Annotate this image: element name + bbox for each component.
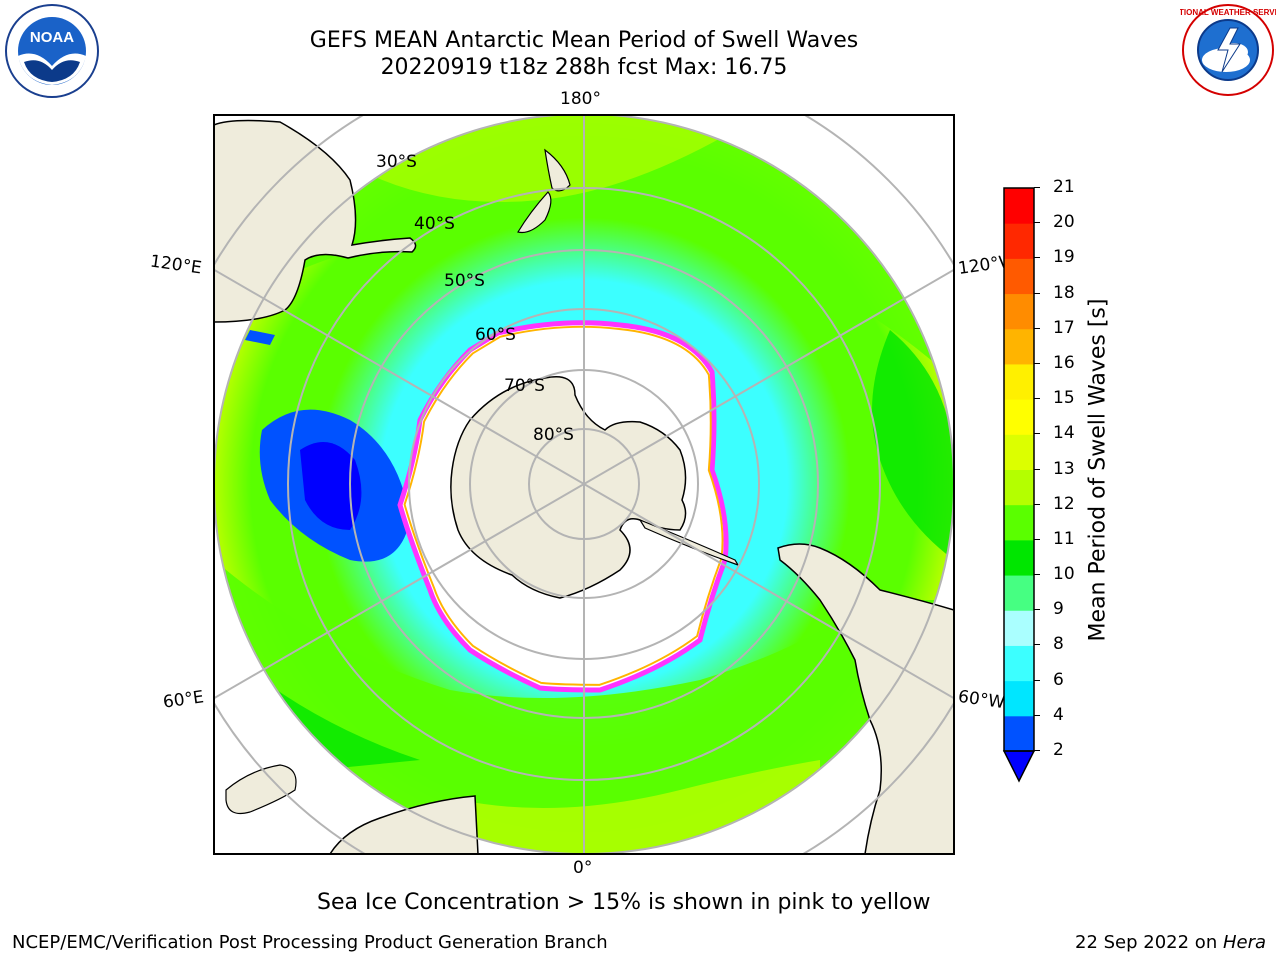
map-subtitle: 20220919 t18z 288h fcst Max: 16.75 <box>380 55 788 80</box>
colorbar-tick-label: 20 <box>1053 212 1075 233</box>
colorbar-tick-label: 8 <box>1053 634 1064 655</box>
footer-date-text: 22 Sep 2022 on <box>1075 932 1223 953</box>
colorbar-tick-mark <box>1034 503 1040 505</box>
colorbar-tick-label: 12 <box>1053 493 1075 514</box>
lat-label-60s: 60°S <box>475 325 516 345</box>
map-title: GEFS MEAN Antarctic Mean Period of Swell… <box>309 28 859 53</box>
sea-ice-note: Sea Ice Concentration > 15% is shown in … <box>317 890 931 915</box>
colorbar-tick-mark <box>1034 574 1040 576</box>
colorbar-tick-mark <box>1034 538 1040 540</box>
colorbar-tick-mark <box>1034 187 1040 188</box>
colorbar-segment <box>1004 575 1034 611</box>
colorbar-tick-label: 2 <box>1053 740 1064 760</box>
nws-logo: NATIONAL WEATHER SERVICE <box>1180 4 1276 96</box>
colorbar-tick-mark <box>1034 222 1040 224</box>
colorbar-tick-mark <box>1034 433 1040 435</box>
colorbar-tick-mark <box>1034 468 1040 470</box>
colorbar-tick-mark <box>1034 257 1040 259</box>
colorbar-tick-label: 13 <box>1053 458 1075 479</box>
colorbar-segment <box>1004 399 1034 435</box>
footer-credit: NCEP/EMC/Verification Post Processing Pr… <box>12 932 608 953</box>
lat-label-70s: 70°S <box>504 376 545 396</box>
colorbar-tick-label: 18 <box>1053 282 1075 303</box>
lat-label-30s: 30°S <box>376 152 417 172</box>
new-zealand-south <box>517 191 552 234</box>
colorbar <box>1002 187 1036 783</box>
colorbar-segment <box>1004 645 1034 682</box>
colorbar-tick-label: 6 <box>1053 669 1064 690</box>
colorbar-tick-mark <box>1034 609 1040 611</box>
colorbar-segment <box>1004 328 1034 365</box>
colorbar-label: Mean Period of Swell Waves [s] <box>1085 298 1111 642</box>
colorbar-tick-label: 16 <box>1053 352 1075 373</box>
colorbar-segment <box>1004 715 1034 752</box>
footer-machine: Hera <box>1222 932 1266 953</box>
colorbar-tick-label: 21 <box>1053 177 1075 197</box>
lat-label-80s: 80°S <box>533 425 574 445</box>
noaa-logo-text: NOAA <box>30 29 74 46</box>
colorbar-tick-mark <box>1034 362 1040 364</box>
colorbar-segment <box>1004 469 1034 506</box>
colorbar-segment <box>1004 504 1034 541</box>
africa <box>329 795 479 854</box>
colorbar-tick-label: 15 <box>1053 388 1075 409</box>
colorbar-segment <box>1004 363 1034 400</box>
lon-label-0: 0° <box>573 858 593 878</box>
lat-label-50s: 50°S <box>444 271 485 291</box>
colorbar-tick-label: 17 <box>1053 317 1075 338</box>
colorbar-tick-mark <box>1034 714 1040 716</box>
south-america <box>777 543 954 854</box>
colorbar-segment <box>1004 539 1034 576</box>
madagascar <box>225 764 297 815</box>
colorbar-tick-mark <box>1034 292 1040 294</box>
colorbar-tick-mark <box>1034 398 1040 400</box>
colorbar-segment <box>1004 680 1034 717</box>
map-frame <box>213 114 955 855</box>
colorbar-segment <box>1004 293 1034 330</box>
australia <box>214 119 417 323</box>
colorbar-tick-label: 4 <box>1053 704 1064 725</box>
footer-date: 22 Sep 2022 on Hera <box>1075 932 1266 953</box>
colorbar-tick-label: 9 <box>1053 599 1064 620</box>
lat-label-40s: 40°S <box>414 214 455 234</box>
colorbar-tick-mark <box>1034 750 1040 751</box>
colorbar-frame <box>1003 187 1035 752</box>
lon-label-180: 180° <box>560 89 601 109</box>
colorbar-segment <box>1004 223 1034 259</box>
colorbar-segment <box>1004 434 1034 470</box>
colorbar-segment <box>1004 258 1034 295</box>
noaa-logo: NOAA <box>5 4 99 98</box>
colorbar-segment <box>1004 610 1034 646</box>
colorbar-tick-label: 11 <box>1053 528 1075 549</box>
colorbar-extend-arrow <box>1002 750 1036 783</box>
colorbar-tick-mark <box>1034 679 1040 681</box>
colorbar-tick-label: 19 <box>1053 247 1075 268</box>
colorbar-tick-mark <box>1034 327 1040 329</box>
colorbar-tick-label: 10 <box>1053 564 1075 585</box>
colorbar-tick-mark <box>1034 644 1040 646</box>
colorbar-tick-label: 14 <box>1053 423 1075 444</box>
svg-text:NATIONAL WEATHER SERVICE: NATIONAL WEATHER SERVICE <box>1180 8 1276 17</box>
colorbar-segment <box>1004 188 1034 224</box>
new-zealand-north <box>544 148 571 192</box>
